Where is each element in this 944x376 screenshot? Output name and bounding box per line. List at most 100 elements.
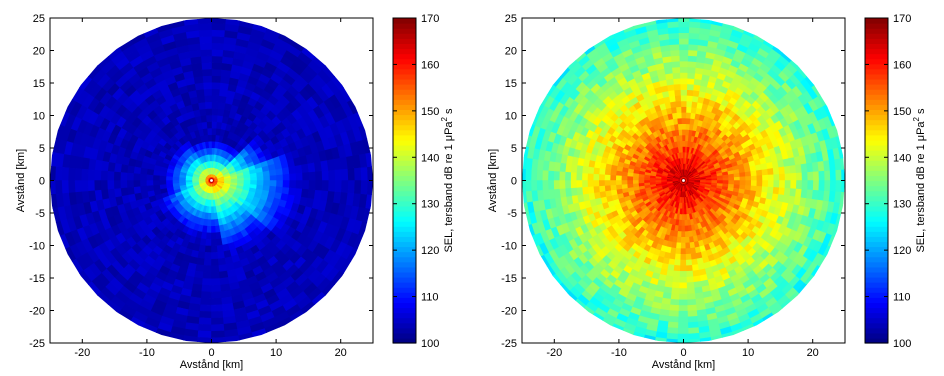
- sel-cell: [281, 186, 290, 195]
- sel-cell: [269, 180, 278, 187]
- sel-cell: [678, 322, 689, 329]
- sel-cell: [755, 185, 763, 192]
- sel-cell: [673, 264, 681, 272]
- colorbar-segment: [865, 73, 888, 80]
- colorbar-segment: [865, 170, 888, 177]
- sel-cell: [126, 180, 134, 189]
- sel-cell: [211, 88, 220, 96]
- sel-cell: [711, 180, 718, 184]
- sel-cell: [784, 172, 792, 181]
- sel-cell: [649, 177, 656, 181]
- colorbar-segment: [393, 109, 416, 116]
- colorbar-segment: [865, 23, 888, 29]
- y-tick-label: 10: [33, 111, 45, 123]
- sel-cell: [367, 180, 373, 196]
- sel-cell: [609, 169, 617, 177]
- sel-cell: [587, 173, 594, 181]
- sel-cell: [204, 101, 212, 109]
- sel-cell: [367, 165, 373, 181]
- sel-cell: [643, 177, 651, 181]
- sel-cell: [211, 62, 223, 70]
- sel-cell: [678, 38, 689, 45]
- sel-cell: [756, 174, 763, 181]
- sel-cell: [250, 180, 258, 185]
- sel-cell: [374, 166, 381, 181]
- colorbar-segment: [865, 160, 888, 166]
- colorbar-segment: [393, 160, 416, 166]
- sel-cell: [680, 242, 687, 249]
- colorbar-segment: [393, 276, 416, 283]
- colorbar-tick-label: 160: [893, 59, 911, 71]
- colorbar-segment: [393, 271, 416, 278]
- sel-cell: [230, 180, 238, 184]
- sel-cell: [282, 173, 291, 181]
- colorbar-segment: [865, 297, 888, 303]
- sel-cell: [576, 165, 584, 174]
- sel-cell: [206, 232, 212, 240]
- sel-cell: [620, 180, 628, 186]
- sel-cell: [570, 172, 577, 181]
- sel-cell: [783, 165, 791, 174]
- colorbar-segment: [393, 307, 416, 314]
- colorbar-segment: [393, 175, 416, 182]
- sel-cell: [558, 171, 566, 181]
- sel-cell: [201, 284, 212, 293]
- colorbar-segment: [393, 282, 416, 288]
- colorbar-segment: [865, 109, 888, 116]
- sel-cell: [672, 276, 681, 284]
- colorbar-segment: [865, 104, 888, 111]
- sel-cell: [199, 238, 207, 247]
- colorbar-segment: [865, 114, 888, 121]
- sel-cell: [679, 60, 688, 68]
- colorbar-segment: [393, 144, 416, 151]
- sel-cell: [67, 167, 76, 181]
- sel-cell: [783, 187, 791, 196]
- sel-cell: [289, 180, 297, 189]
- colorbar-segment: [865, 246, 888, 253]
- colorbar-segment: [865, 18, 888, 24]
- sel-cell: [211, 75, 221, 83]
- sel-cell: [677, 327, 690, 335]
- sel-cell: [690, 106, 697, 114]
- sel-cell: [211, 284, 222, 293]
- sel-cell: [739, 180, 747, 186]
- sel-cell: [211, 278, 221, 286]
- colorbar-segment: [393, 205, 416, 212]
- sel-cell: [677, 333, 690, 341]
- sel-cell: [679, 89, 688, 96]
- colorbar-segment: [865, 221, 888, 227]
- sel-cell: [269, 174, 278, 181]
- colorbar-segment: [393, 332, 416, 339]
- sel-cell: [347, 167, 356, 181]
- sel-cell: [208, 206, 212, 214]
- colorbar-tick-label: 110: [893, 292, 911, 304]
- sel-cell: [671, 72, 681, 80]
- sel-cell: [198, 244, 207, 253]
- colorbar-label: SEL, tersband dB re 1 μPa2 s: [912, 108, 927, 253]
- sel-cell: [347, 180, 356, 194]
- sel-cell: [341, 180, 349, 193]
- sel-cell: [687, 298, 697, 306]
- colorbar-segment: [393, 165, 416, 171]
- sel-cell: [360, 166, 369, 181]
- sel-cell: [680, 106, 687, 113]
- sel-cell: [687, 315, 699, 323]
- sel-cell: [829, 169, 837, 181]
- sel-cell: [598, 174, 605, 181]
- sel-cell: [686, 281, 696, 289]
- colorbar-tick-label: 170: [893, 13, 911, 25]
- colorbar-segment: [865, 216, 888, 222]
- sel-cell: [687, 293, 697, 301]
- sel-cell: [295, 172, 304, 181]
- sel-cell: [795, 180, 803, 190]
- sel-cell: [684, 128, 690, 136]
- sel-cell: [677, 225, 683, 233]
- colorbar-tick-label: 100: [893, 338, 911, 350]
- sel-cell: [334, 168, 343, 181]
- sel-cell: [688, 180, 696, 182]
- sel-cell: [100, 170, 108, 181]
- colorbar-tick-label: 140: [421, 152, 439, 164]
- sel-cell: [54, 166, 63, 181]
- sel-cell: [315, 170, 323, 181]
- colorbar-segment: [393, 18, 416, 24]
